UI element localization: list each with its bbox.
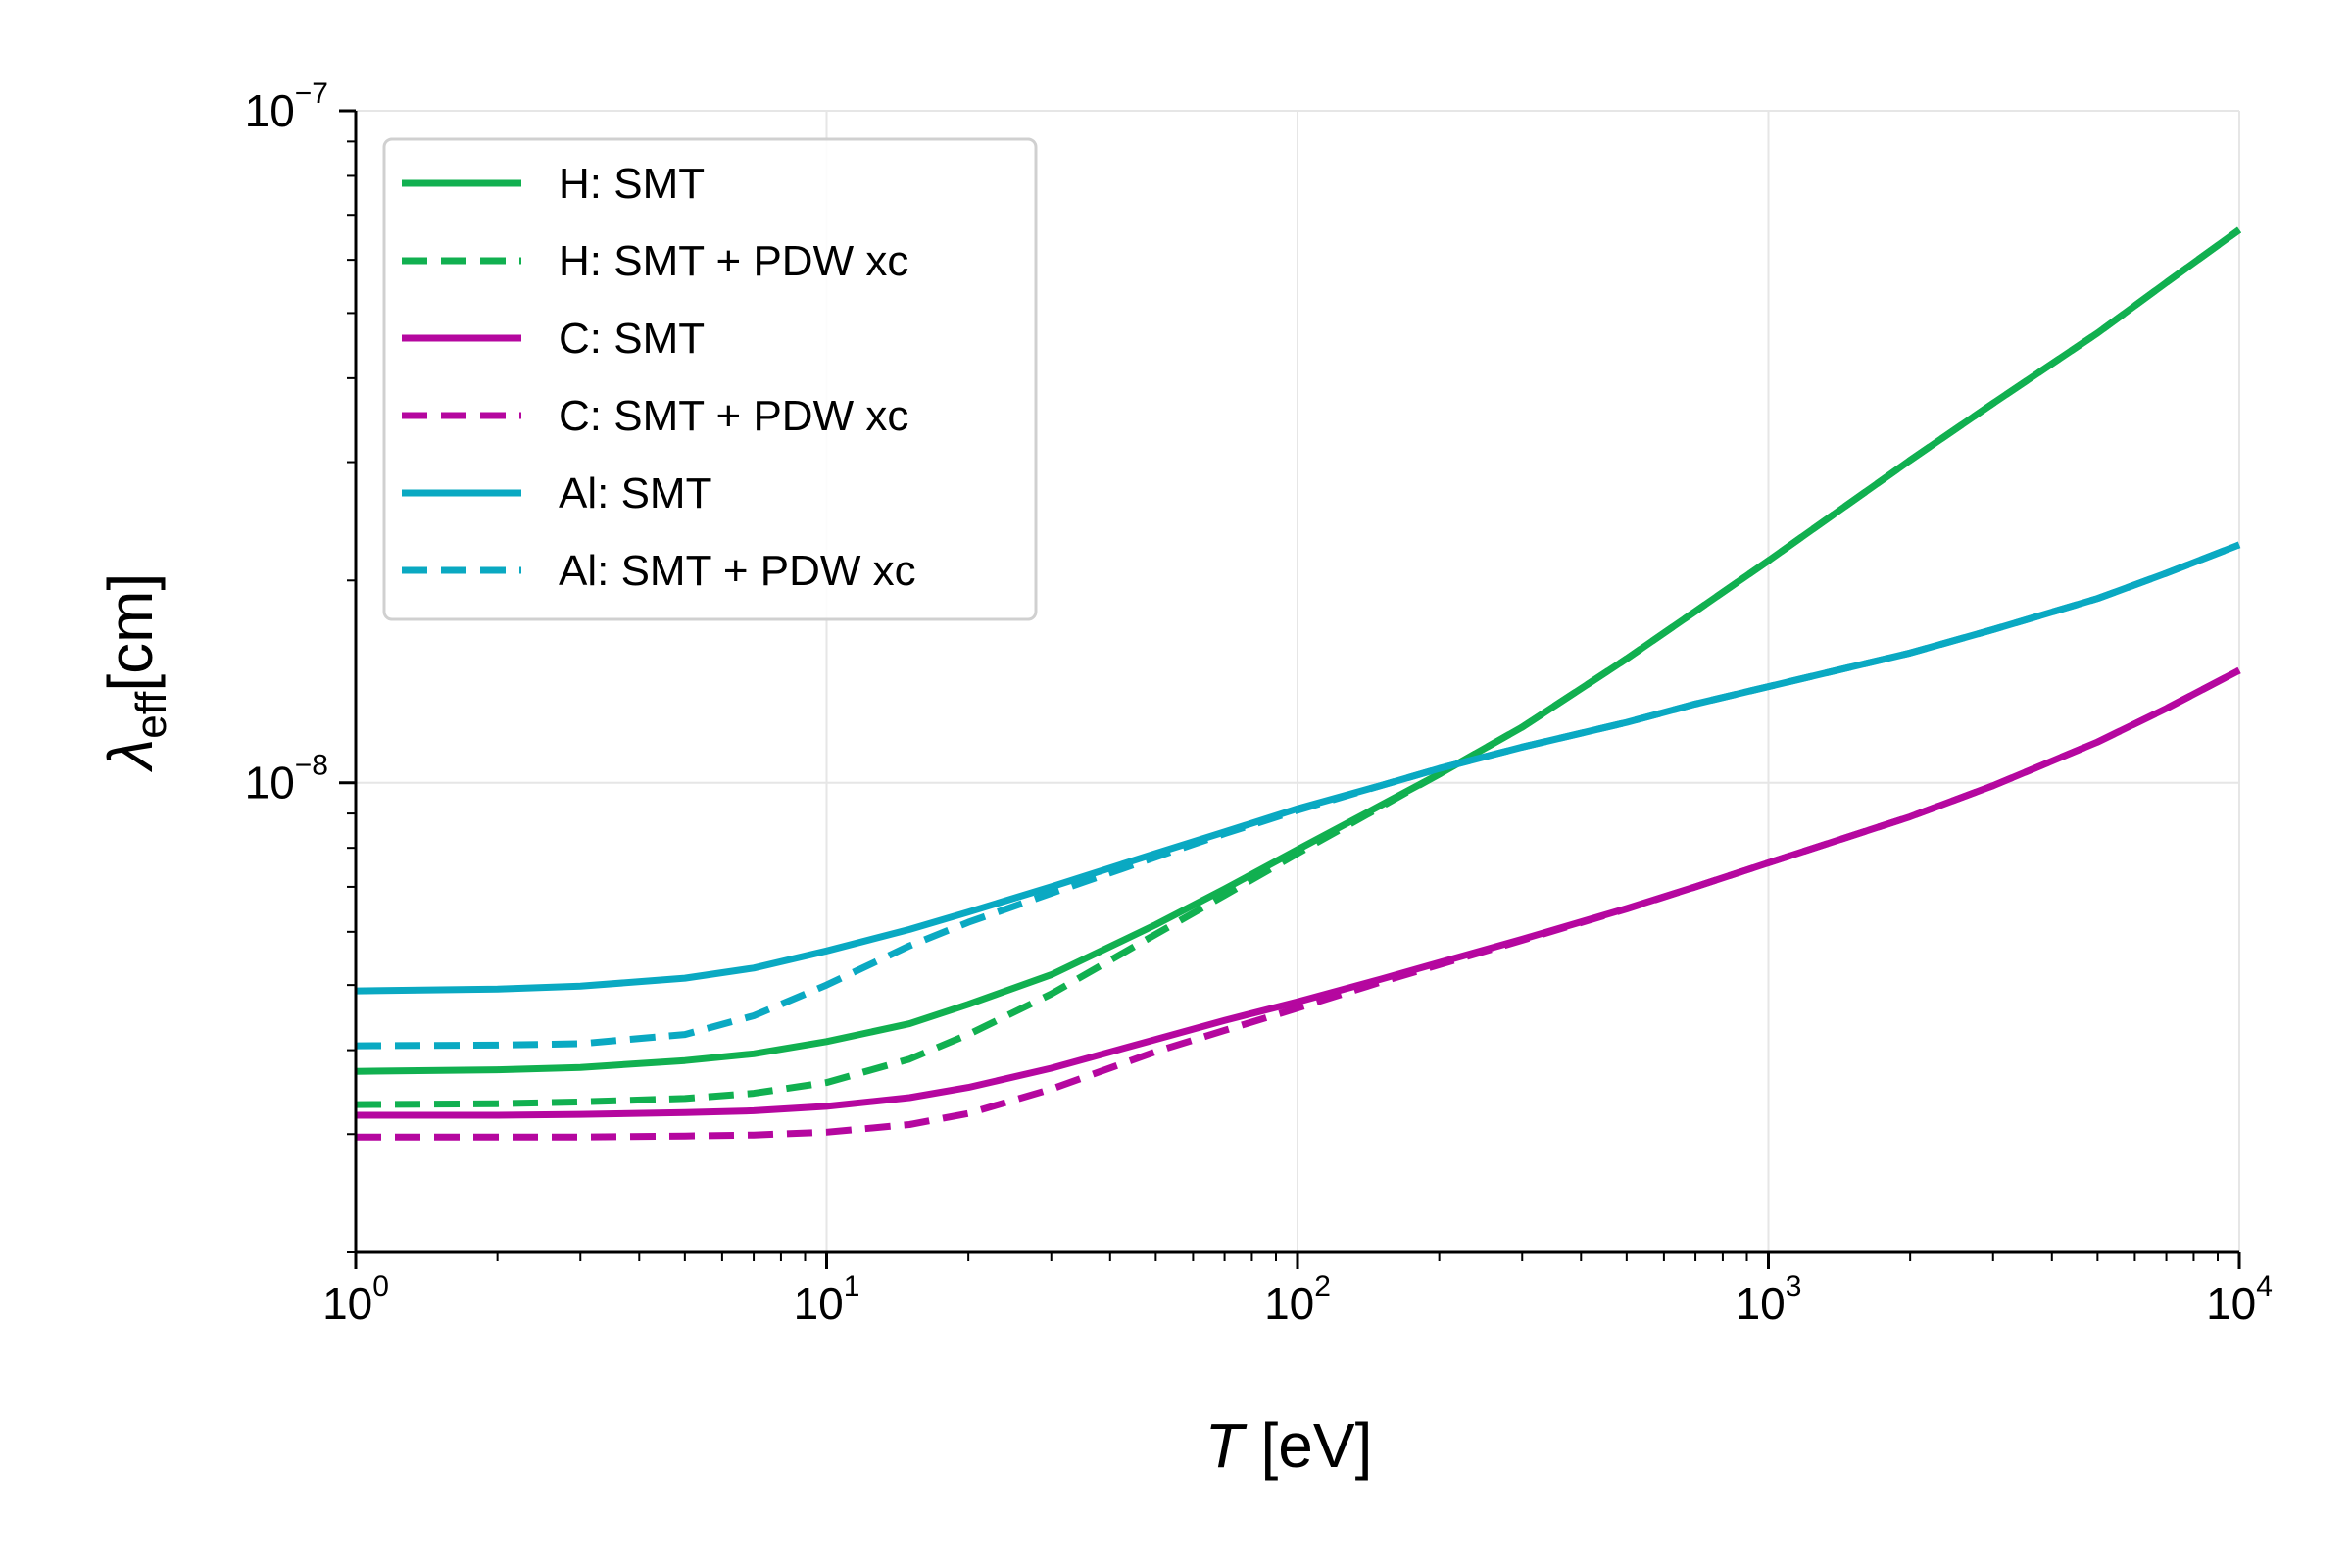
x-tick-label: 101 xyxy=(794,1270,860,1329)
tick-exponent: 3 xyxy=(1786,1270,1802,1302)
tick-exponent: 0 xyxy=(372,1270,389,1302)
x-axis-symbol: T xyxy=(1205,1410,1248,1481)
legend-label: C: SMT + PDW xc xyxy=(559,392,908,440)
x-tick-label: 103 xyxy=(1736,1270,1802,1329)
y-tick-label: 10−8 xyxy=(245,750,328,808)
tick-exponent: 1 xyxy=(844,1270,860,1302)
tick-base: 10 xyxy=(1264,1278,1314,1329)
series-line xyxy=(355,541,2241,1050)
x-tick-label: 104 xyxy=(2206,1270,2273,1329)
x-axis-label: T [eV] xyxy=(1205,1410,1373,1481)
legend-label: H: SMT xyxy=(559,160,705,208)
tick-base: 10 xyxy=(1736,1278,1786,1329)
legend-label: Al: SMT + PDW xc xyxy=(559,547,916,595)
tick-exponent: −7 xyxy=(295,77,328,110)
legend-label: H: SMT + PDW xc xyxy=(559,237,908,285)
y-axis-symbol: λ xyxy=(95,739,166,773)
y-axis-subscript: eff xyxy=(127,691,175,739)
tick-exponent: 2 xyxy=(1314,1270,1331,1302)
tick-base: 10 xyxy=(245,758,295,808)
tick-base: 10 xyxy=(245,85,295,136)
tick-exponent: 4 xyxy=(2256,1270,2273,1302)
series-line xyxy=(356,666,2241,1141)
y-axis-unit: [cm] xyxy=(95,573,166,692)
tick-marks xyxy=(339,109,2241,1269)
tick-base: 10 xyxy=(2206,1278,2256,1329)
y-tick-label: 10−7 xyxy=(245,77,328,136)
legend-label: C: SMT xyxy=(559,315,705,363)
legend-box xyxy=(382,137,1038,621)
tick-exponent: −8 xyxy=(295,750,328,782)
series-layer xyxy=(355,226,2242,1141)
x-axis-unit: [eV] xyxy=(1244,1410,1373,1481)
series-line xyxy=(355,226,2242,1108)
y-axis-label: λeff[cm] xyxy=(95,573,175,773)
tick-base: 10 xyxy=(794,1278,844,1329)
x-tick-label: 100 xyxy=(322,1270,389,1329)
x-tick-label: 102 xyxy=(1264,1270,1331,1329)
legend-label: Al: SMT xyxy=(559,469,711,517)
tick-base: 10 xyxy=(322,1278,372,1329)
legend: H: SMT H: SMT + PDW xc C: SMT C: SMT + PDW … xyxy=(382,137,1038,621)
